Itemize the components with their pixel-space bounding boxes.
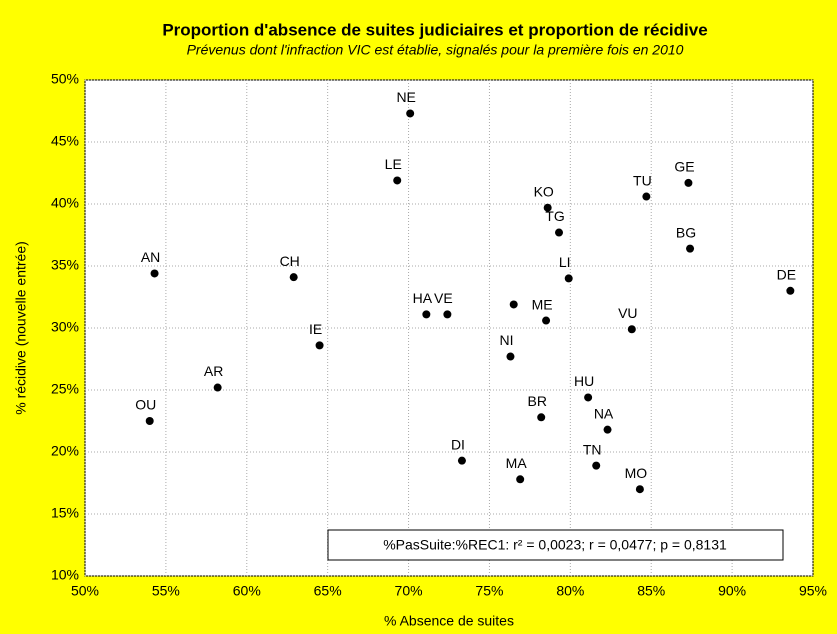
point	[457, 456, 466, 465]
x-tick-label: 90%	[718, 583, 746, 599]
point-label: BG	[676, 224, 696, 240]
point	[555, 228, 564, 237]
point-label: HU	[574, 373, 594, 389]
point-label: DI	[451, 436, 465, 452]
point	[509, 300, 518, 309]
point	[213, 383, 222, 392]
point-label: AN	[141, 249, 160, 265]
point-label: MO	[625, 465, 648, 481]
point	[642, 192, 651, 201]
point	[506, 352, 515, 361]
point-label: LE	[385, 156, 402, 172]
point-label: LI	[559, 254, 571, 270]
point-label: HA	[413, 290, 433, 306]
point-label: NI	[499, 332, 513, 348]
x-tick-label: 50%	[71, 583, 99, 599]
point-label: GE	[674, 159, 694, 175]
x-tick-label: 65%	[314, 583, 342, 599]
point	[635, 485, 644, 494]
y-tick-label: 30%	[51, 319, 79, 335]
point	[592, 461, 601, 470]
point	[686, 244, 695, 253]
chart-subtitle: Prévenus dont l'infraction VIC est établ…	[187, 42, 684, 58]
point	[627, 325, 636, 334]
plot: 10% 15% 20% 25% 30% 35% 40% 45% 50% 50% 55% 60% 65% 7…	[51, 71, 827, 599]
x-tick-label: 75%	[475, 583, 503, 599]
point-label: DE	[777, 267, 796, 283]
point	[516, 475, 525, 484]
y-tick-label: 25%	[51, 381, 79, 397]
point	[584, 393, 593, 402]
y-tick-label: 35%	[51, 257, 79, 273]
point-label: AR	[204, 363, 223, 379]
x-tick-label: 70%	[395, 583, 423, 599]
point-label: ME	[532, 296, 553, 312]
chart-title: Proportion d'absence de suites judiciair…	[162, 20, 707, 39]
x-tick-label: 80%	[556, 583, 584, 599]
point-label: VU	[618, 305, 637, 321]
point-label: VE	[434, 290, 453, 306]
point	[145, 417, 154, 425]
point	[537, 413, 546, 422]
point	[564, 274, 573, 283]
point-label: TN	[583, 441, 602, 457]
point	[684, 178, 693, 187]
point-label: IE	[309, 321, 322, 337]
x-tick-label: 60%	[233, 583, 261, 599]
x-axis-label: % Absence de suites	[384, 613, 514, 629]
point-label: KO	[534, 183, 554, 199]
point	[543, 203, 552, 212]
point-label: TG	[545, 208, 564, 224]
y-tick-label: 40%	[51, 195, 79, 211]
point	[422, 310, 431, 319]
point	[443, 310, 452, 319]
point	[603, 425, 612, 434]
y-tick-label: 20%	[51, 443, 79, 459]
point-label: NA	[594, 405, 614, 421]
x-tick-label: 55%	[152, 583, 180, 599]
point-label: NE	[396, 89, 415, 105]
y-axis-label: % récidive (nouvelle entrée)	[13, 241, 29, 415]
point	[393, 176, 402, 185]
y-tick-label: 10%	[51, 567, 79, 583]
point-label: CH	[280, 253, 300, 269]
annotation: %PasSuite:%REC1: r² = 0,0023; r = 0,0477…	[383, 537, 727, 553]
y-tick-label: 50%	[51, 71, 79, 87]
point	[289, 273, 298, 282]
point-label: TU	[633, 172, 652, 188]
point	[150, 269, 159, 278]
point-label: OU	[135, 397, 156, 413]
point	[315, 341, 324, 350]
annotation-box	[327, 529, 784, 561]
y-tick-label: 15%	[51, 505, 79, 521]
point	[786, 286, 795, 295]
point	[542, 316, 551, 325]
point-label: MA	[506, 455, 528, 471]
point-label: BR	[527, 393, 546, 409]
x-tick-label: 95%	[799, 583, 827, 599]
y-tick-label: 45%	[51, 133, 79, 149]
point	[406, 109, 415, 118]
x-tick-label: 85%	[637, 583, 665, 599]
